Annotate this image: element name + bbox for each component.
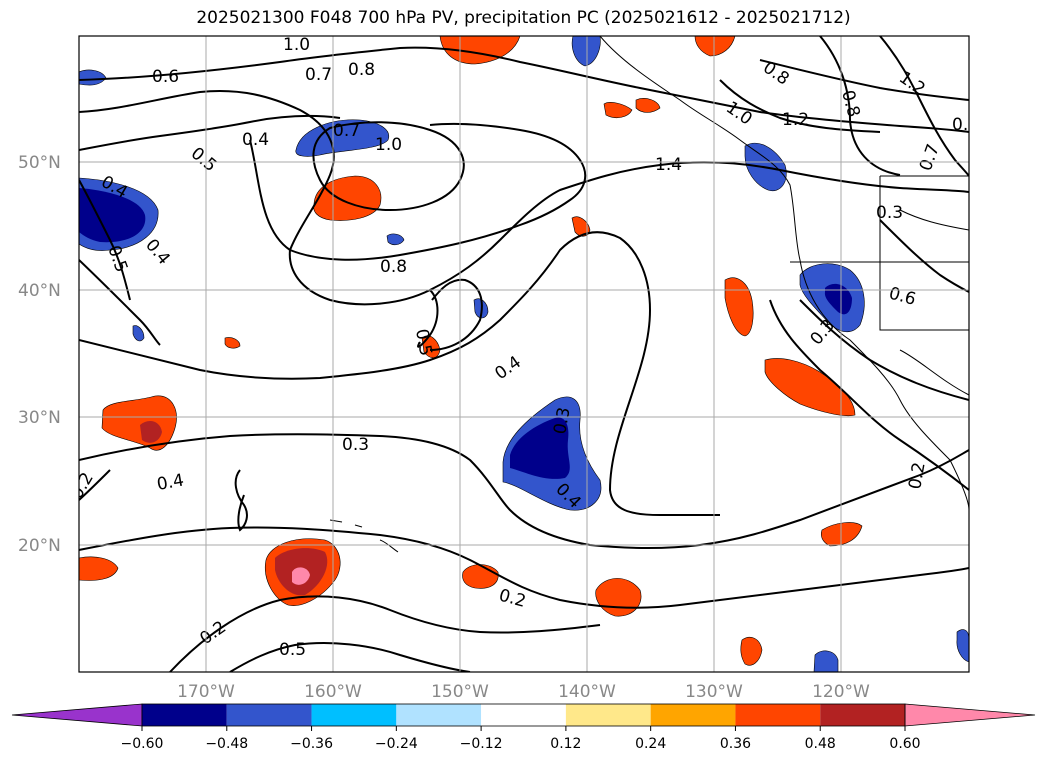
svg-text:0.4: 0.4	[242, 130, 269, 150]
colorbar-tick-label: 0.24	[635, 736, 666, 752]
colorbar-frame	[141, 703, 906, 727]
colorbar-segment	[481, 704, 566, 726]
svg-text:0.5: 0.5	[279, 640, 306, 660]
svg-text:50°N: 50°N	[18, 153, 61, 173]
map-frame	[78, 35, 970, 673]
colorbar-tick-label: −0.24	[375, 736, 418, 752]
colorbar-segment	[142, 704, 227, 726]
colorbar-tick-label: 0.60	[889, 736, 920, 752]
colorbar-tick-label: −0.48	[205, 736, 248, 752]
colorbar-tick-label: 0.36	[720, 736, 751, 752]
colorbar-tick-label: −0.12	[460, 736, 503, 752]
map-area	[79, 36, 969, 672]
svg-text:0.3: 0.3	[876, 203, 903, 223]
svg-text:150°W: 150°W	[431, 682, 489, 702]
svg-text:0.7: 0.7	[333, 121, 360, 141]
colorbar-tick-label: 0.48	[805, 736, 836, 752]
svg-text:120°W: 120°W	[812, 682, 870, 702]
precip-shading	[79, 36, 969, 672]
colorbar-segment	[904, 703, 1036, 727]
svg-text:0.8: 0.8	[380, 257, 407, 277]
colorbar-segment	[820, 704, 905, 726]
svg-text:0.8: 0.8	[348, 60, 375, 80]
svg-text:1.4: 1.4	[655, 155, 682, 175]
svg-text:0.3: 0.3	[342, 435, 369, 455]
colorbar: −0.60 −0.48 −0.36 −0.24 −0.12 0.12 0.24 0.36 0.4…	[11, 703, 1036, 752]
colorbar-segment	[735, 704, 821, 726]
svg-text:0.2: 0.2	[905, 461, 929, 491]
colorbar-tick-label: −0.60	[121, 736, 164, 752]
svg-text:0.3: 0.3	[550, 406, 574, 436]
svg-text:0.3: 0.3	[952, 115, 979, 135]
svg-text:1.2: 1.2	[782, 110, 809, 130]
svg-text:30°N: 30°N	[18, 408, 61, 428]
latitude-labels: 50°N 40°N 30°N 20°N	[18, 153, 61, 556]
coastlines	[329, 36, 969, 553]
svg-text:160°W: 160°W	[304, 682, 362, 702]
svg-text:0.6: 0.6	[152, 67, 179, 87]
svg-text:0.7: 0.7	[305, 65, 332, 85]
svg-text:170°W: 170°W	[177, 682, 235, 702]
colorbar-segment	[11, 703, 143, 727]
colorbar-segment	[565, 704, 651, 726]
svg-text:130°W: 130°W	[685, 682, 743, 702]
graticule	[79, 36, 969, 672]
svg-text:40°N: 40°N	[18, 281, 61, 301]
svg-text:0.4: 0.4	[155, 471, 185, 495]
colorbar-tick-label: −0.36	[290, 736, 333, 752]
svg-text:1.0: 1.0	[375, 135, 402, 155]
svg-text:0.5: 0.5	[411, 327, 435, 357]
colorbar-segment	[650, 704, 736, 726]
longitude-labels: 170°W 160°W 150°W 140°W 130°W 120°W	[177, 682, 870, 702]
colorbar-segment	[311, 704, 397, 726]
svg-text:140°W: 140°W	[558, 682, 616, 702]
colorbar-segment	[226, 704, 312, 726]
svg-text:1.0: 1.0	[283, 35, 310, 55]
colorbar-segment	[396, 704, 482, 726]
colorbar-tick-label: 0.12	[550, 736, 581, 752]
map-title: 2025021300 F048 700 hPa PV, precipitatio…	[196, 8, 851, 28]
svg-text:20°N: 20°N	[18, 536, 61, 556]
